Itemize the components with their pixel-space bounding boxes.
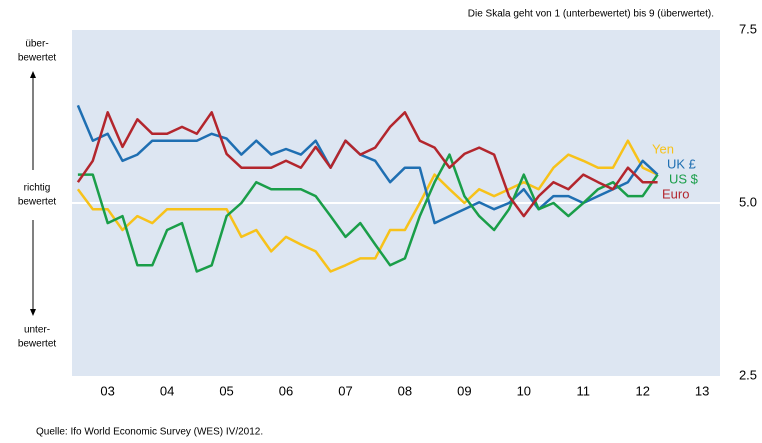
series-line bbox=[76, 111, 658, 218]
x-tick-label: 04 bbox=[160, 383, 174, 398]
y-tick-label: 5.0 bbox=[739, 194, 757, 209]
scale-label: bewertet bbox=[18, 339, 57, 350]
series-line bbox=[76, 139, 659, 273]
scale-label: unter- bbox=[24, 325, 50, 336]
x-tick-label: 06 bbox=[279, 383, 293, 398]
x-tick-label: 11 bbox=[577, 383, 591, 398]
arrow-head bbox=[30, 71, 36, 78]
x-tick-label: 13 bbox=[695, 383, 709, 398]
y-tick-label: 2.5 bbox=[739, 367, 757, 382]
scale-label: bewertet bbox=[18, 53, 57, 64]
scale-label: über- bbox=[25, 39, 48, 50]
series-line bbox=[77, 153, 659, 273]
scale-label: bewertet bbox=[18, 197, 57, 208]
x-tick-label: 09 bbox=[457, 383, 471, 398]
x-tick-label: 03 bbox=[100, 383, 114, 398]
x-tick-label: 05 bbox=[219, 383, 233, 398]
scale-label: richtig bbox=[24, 183, 51, 194]
legend-label: US $ bbox=[669, 171, 699, 186]
arrow-head bbox=[30, 309, 36, 316]
series-line bbox=[76, 104, 659, 225]
x-tick-label: 12 bbox=[635, 383, 649, 398]
y-tick-label: 7.5 bbox=[739, 21, 757, 36]
legend-label: Euro bbox=[662, 186, 689, 201]
legend-label: Yen bbox=[652, 141, 674, 156]
x-tick-label: 08 bbox=[398, 383, 412, 398]
x-tick-label: 07 bbox=[338, 383, 352, 398]
annotation: Die Skala geht von 1 (unterbewertet) bis… bbox=[468, 9, 714, 20]
x-tick-label: 10 bbox=[517, 383, 531, 398]
legend-label: UK £ bbox=[667, 156, 697, 171]
source: Quelle: Ifo World Economic Survey (WES) … bbox=[36, 427, 263, 438]
